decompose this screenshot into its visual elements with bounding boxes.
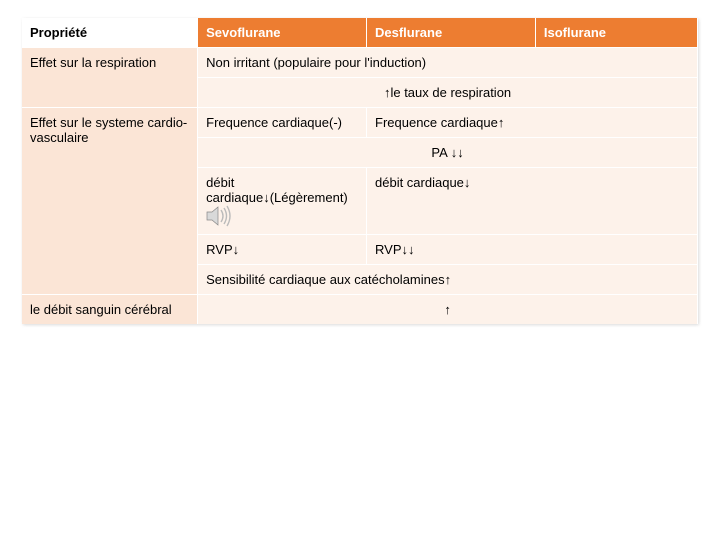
cell-debit-sevo: débit cardiaque↓(Légèrement) — [198, 168, 367, 235]
cell-cerebral: ↑ — [198, 295, 698, 325]
speaker-icon — [206, 205, 232, 227]
cell-debit-sevo-text: débit cardiaque↓(Légèrement) — [206, 175, 348, 205]
table-row: Effet sur la respiration Non irritant (p… — [22, 48, 698, 78]
prop-cardio: Effet sur le systeme cardio-vasculaire — [22, 108, 198, 295]
prop-respiration: Effet sur la respiration — [22, 48, 198, 108]
anesthetic-comparison-table: Propriété Sevoflurane Desflurane Isoflur… — [22, 18, 698, 324]
header-isoflurane: Isoflurane — [535, 18, 697, 48]
table-row: Effet sur le systeme cardio-vasculaire F… — [22, 108, 698, 138]
cell-catecholamines: Sensibilité cardiaque aux catécholamines… — [198, 265, 698, 295]
cell-rvp-des-iso: RVP↓↓ — [367, 235, 698, 265]
table-row: le débit sanguin cérébral ↑ — [22, 295, 698, 325]
cell-pa: PA ↓↓ — [198, 138, 698, 168]
cell-rvp-sevo: RVP↓ — [198, 235, 367, 265]
cell-non-irritant: Non irritant (populaire pour l'induction… — [198, 48, 698, 78]
cell-freq-des-iso: Frequence cardiaque↑ — [367, 108, 698, 138]
header-property: Propriété — [22, 18, 198, 48]
table-header-row: Propriété Sevoflurane Desflurane Isoflur… — [22, 18, 698, 48]
cell-resp-rate: ↑le taux de respiration — [198, 78, 698, 108]
header-sevoflurane: Sevoflurane — [198, 18, 367, 48]
prop-cerebral: le débit sanguin cérébral — [22, 295, 198, 325]
cell-freq-sevo: Frequence cardiaque(-) — [198, 108, 367, 138]
cell-debit-des-iso: débit cardiaque↓ — [367, 168, 698, 235]
header-desflurane: Desflurane — [367, 18, 536, 48]
